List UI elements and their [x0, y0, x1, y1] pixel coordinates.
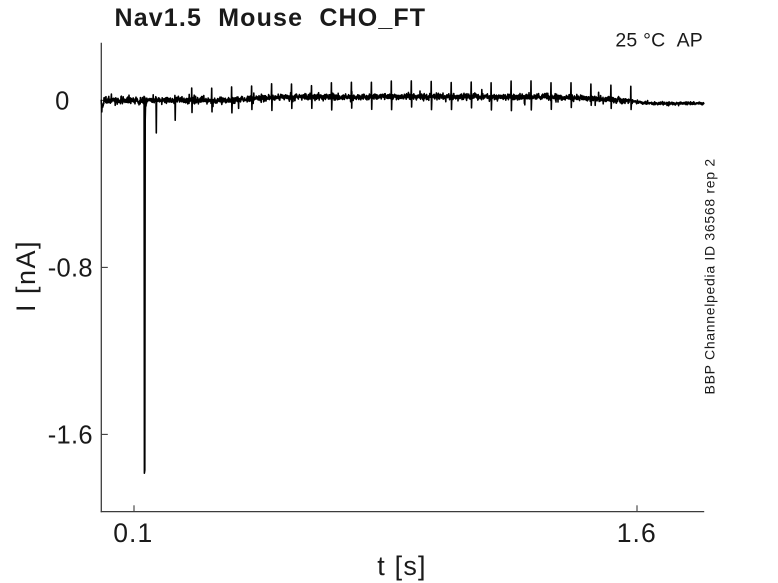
svg-text:t [s]: t [s] [377, 551, 427, 581]
svg-text:25 °C AP: 25 °C AP [615, 30, 703, 52]
svg-text:0.1: 0.1 [113, 518, 153, 548]
svg-text:-1.6: -1.6 [48, 422, 93, 450]
svg-text:I [nA]: I [nA] [11, 240, 41, 312]
svg-text:Nav1.5 Mouse CHO_FT: Nav1.5 Mouse CHO_FT [115, 4, 427, 32]
svg-text:BBP Channelpedia ID 36568 rep: BBP Channelpedia ID 36568 rep 2 [702, 158, 718, 394]
svg-text:-0.8: -0.8 [48, 255, 93, 283]
svg-text:1.6: 1.6 [617, 518, 657, 548]
svg-text:0: 0 [55, 88, 69, 116]
